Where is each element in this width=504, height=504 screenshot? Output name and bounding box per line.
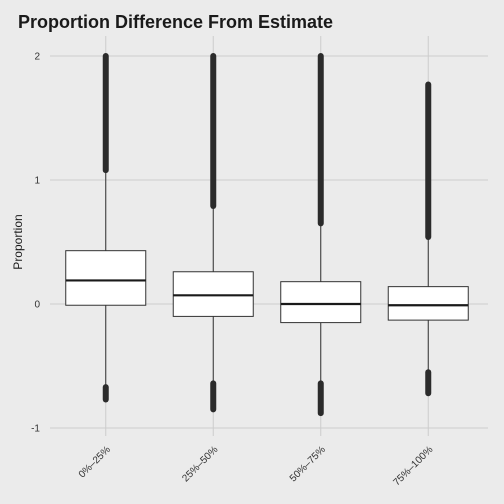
chart-title: Proportion Difference From Estimate	[18, 12, 333, 32]
box-group	[387, 81, 469, 397]
y-tick-label: 0	[34, 300, 40, 311]
iqr-box	[65, 250, 147, 306]
y-axis-ticks: -1 0 1 2	[31, 52, 40, 435]
box-group	[172, 53, 254, 413]
iqr-box	[280, 281, 362, 324]
box-group	[280, 53, 362, 417]
iqr-box	[172, 271, 254, 317]
iqr-box	[387, 286, 469, 321]
box-group	[65, 53, 147, 403]
y-axis-label: Proportion	[11, 214, 25, 269]
y-tick-label: 2	[34, 52, 40, 63]
y-tick-label: 1	[34, 176, 40, 187]
boxes	[65, 53, 469, 417]
y-tick-label: -1	[31, 424, 40, 435]
